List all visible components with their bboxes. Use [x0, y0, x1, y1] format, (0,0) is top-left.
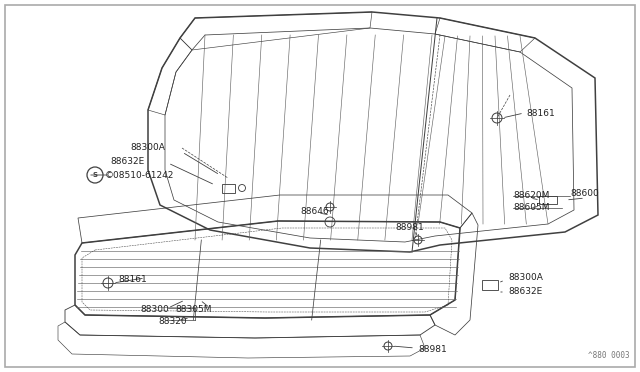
- Bar: [539, 196, 557, 204]
- Text: 88620M: 88620M: [513, 192, 549, 201]
- Text: 88981: 88981: [395, 224, 424, 232]
- Text: 88300A: 88300A: [508, 273, 543, 282]
- Text: 88300A: 88300A: [130, 144, 165, 153]
- Text: 88161: 88161: [526, 109, 555, 118]
- Text: 88300: 88300: [140, 305, 169, 314]
- Text: 88605M: 88605M: [513, 203, 550, 212]
- Text: 88632E: 88632E: [508, 286, 542, 295]
- Text: ©08510-61242: ©08510-61242: [105, 170, 174, 180]
- Bar: [482, 280, 498, 290]
- Text: ^880 0003: ^880 0003: [588, 351, 630, 360]
- Text: 88161: 88161: [118, 275, 147, 283]
- Text: 88320: 88320: [158, 317, 187, 327]
- Text: S: S: [93, 172, 97, 178]
- Text: 88646: 88646: [300, 208, 328, 217]
- Text: 88632E: 88632E: [110, 157, 144, 167]
- Text: 88305M: 88305M: [175, 305, 211, 314]
- Text: 88981: 88981: [418, 346, 447, 355]
- Bar: [221, 183, 234, 192]
- Text: 88600: 88600: [570, 189, 599, 198]
